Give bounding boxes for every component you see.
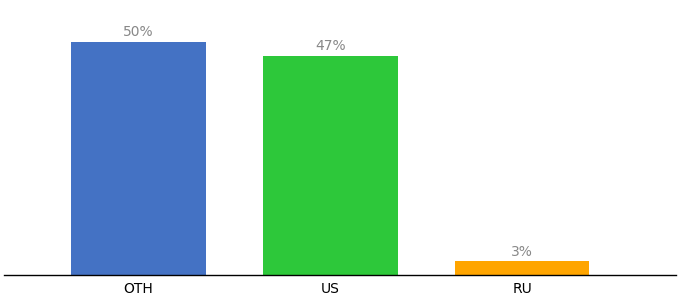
Bar <box>71 41 205 275</box>
Text: 3%: 3% <box>511 244 533 259</box>
Text: 47%: 47% <box>315 39 345 53</box>
Bar <box>263 56 398 275</box>
Text: 50%: 50% <box>123 25 154 39</box>
Bar <box>455 261 590 275</box>
